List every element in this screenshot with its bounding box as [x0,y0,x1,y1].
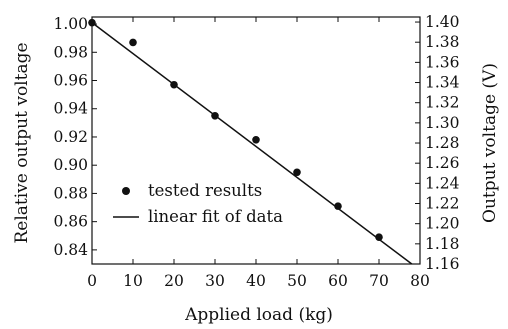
y2-tick-label: 1.40 [425,13,460,31]
x-tick-label: 30 [205,272,225,290]
y2-tick-label: 1.16 [425,255,460,273]
y2-tick-label: 1.30 [425,114,460,132]
y2-tick-label: 1.34 [425,74,460,92]
y2-axis-title: Output voltage (V) [480,63,500,223]
legend-marker-tested-results [122,187,130,195]
data-point [375,233,383,241]
y-tick-label: 0.96 [53,72,88,90]
series-layer [88,18,413,265]
legend-label-linear-fit: linear fit of data [148,207,283,226]
y-axis-title: Relative output voltage [12,42,32,243]
x-tick-label: 20 [164,272,184,290]
x-tick-label: 0 [87,272,97,290]
x-tick-label: 40 [246,272,266,290]
legend-label-tested-results: tested results [148,181,262,200]
y2-tick-label: 1.24 [425,174,460,192]
y-tick-label: 0.90 [53,156,88,174]
fit-line [91,22,413,265]
x-tick-label: 10 [123,272,143,290]
y2-tick-label: 1.36 [425,53,460,71]
y-tick-label: 0.94 [53,100,88,118]
x-tick-label: 70 [369,272,389,290]
x-axis-ticks: 0 10 20 30 40 50 60 70 80 [87,17,430,290]
y2-tick-label: 1.22 [425,195,460,213]
y2-tick-label: 1.32 [425,94,460,112]
x-axis-title: Applied load (kg) [184,305,333,325]
y2-tick-label: 1.20 [425,215,460,233]
x-tick-label: 60 [328,272,348,290]
y-tick-label: 0.92 [53,128,88,146]
y2-tick-label: 1.26 [425,154,460,172]
y2-tick-label: 1.38 [425,33,460,51]
data-point [129,38,137,47]
y-tick-label: 1.00 [53,15,88,33]
legend: tested results linear fit of data [113,181,283,226]
y-tick-label: 0.84 [53,241,88,259]
y-tick-label: 0.98 [53,43,88,61]
y-axis-right-ticks: 1.40 1.38 1.36 1.34 1.32 1.30 1.28 1.26 1.24 1.22… [415,13,460,273]
data-point [334,202,342,210]
data-point [293,168,301,177]
x-tick-label: 50 [287,272,307,290]
y-axis-left-ticks: 1.00 0.98 0.96 0.94 0.92 0.90 0.88 0.86 0.84 [53,15,97,259]
x-tick-label: 80 [410,272,430,290]
data-point [252,135,260,144]
y-tick-label: 0.86 [53,213,88,231]
y-tick-label: 0.88 [53,184,88,202]
y2-tick-label: 1.28 [425,134,460,152]
y2-tick-label: 1.18 [425,235,460,253]
